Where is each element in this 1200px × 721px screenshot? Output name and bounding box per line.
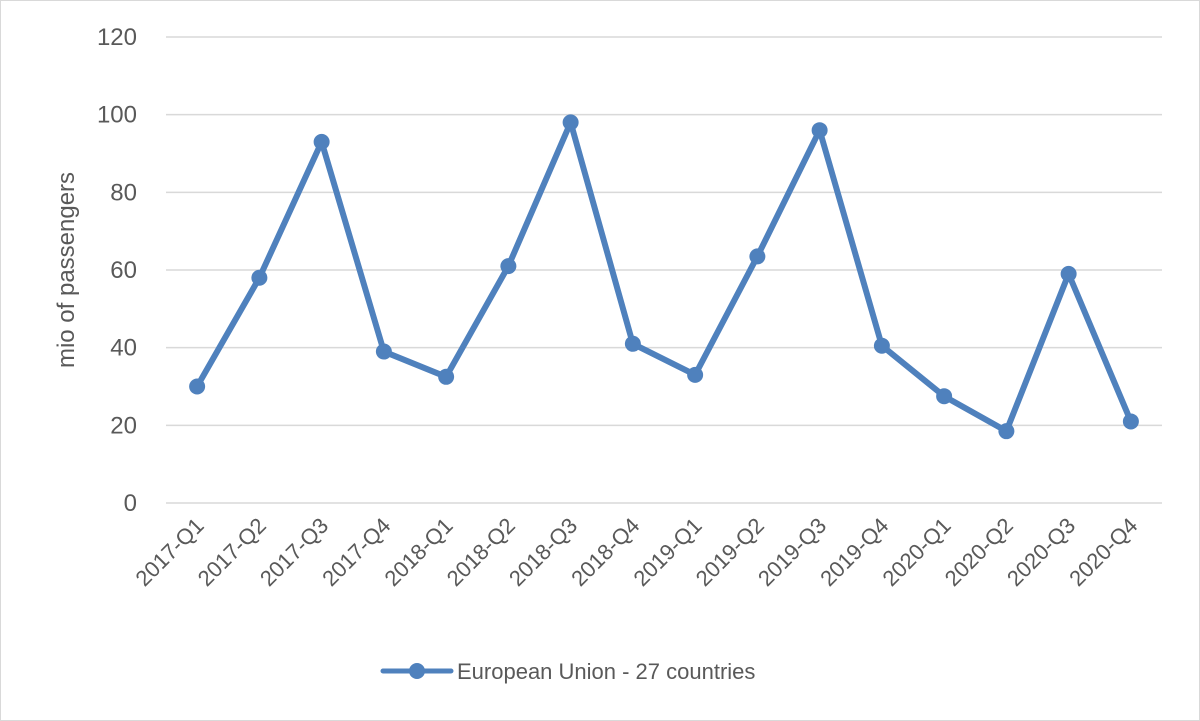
x-tick-label: 2019-Q3 bbox=[753, 513, 831, 591]
y-axis-title: mio of passengers bbox=[53, 172, 80, 368]
data-point bbox=[1122, 413, 1139, 430]
x-tick-label: 2018-Q4 bbox=[566, 513, 644, 591]
data-point bbox=[873, 337, 890, 354]
y-tick-label: 100 bbox=[97, 102, 137, 129]
x-tick-label: 2018-Q2 bbox=[442, 513, 520, 591]
x-tick-label: 2019-Q2 bbox=[691, 513, 769, 591]
legend-label: European Union - 27 countries bbox=[457, 659, 755, 684]
data-point bbox=[562, 114, 579, 131]
y-tick-label: 80 bbox=[110, 179, 137, 206]
y-tick-label: 20 bbox=[110, 412, 137, 439]
data-point bbox=[998, 423, 1015, 440]
data-point bbox=[375, 343, 392, 360]
y-tick-label: 60 bbox=[110, 257, 137, 284]
data-point bbox=[624, 335, 641, 352]
series-layer bbox=[189, 114, 1139, 440]
x-tick-label: 2018-Q1 bbox=[379, 513, 457, 591]
data-point bbox=[251, 269, 268, 286]
x-tick-label: 2017-Q3 bbox=[255, 513, 333, 591]
data-point bbox=[438, 368, 455, 385]
x-tick-label: 2019-Q4 bbox=[815, 513, 893, 591]
legend-marker bbox=[409, 663, 425, 679]
y-tick-label: 0 bbox=[124, 490, 137, 517]
x-tick-label: 2017-Q4 bbox=[317, 513, 395, 591]
x-tick-label: 2017-Q1 bbox=[130, 513, 208, 591]
x-tick-label: 2020-Q2 bbox=[940, 513, 1018, 591]
data-point bbox=[313, 133, 330, 150]
x-tick-label: 2020-Q4 bbox=[1064, 513, 1142, 591]
data-point bbox=[749, 248, 766, 265]
series-line bbox=[194, 119, 1134, 435]
x-tick-label: 2018-Q3 bbox=[504, 513, 582, 591]
x-tick-label: 2020-Q3 bbox=[1002, 513, 1080, 591]
data-point bbox=[811, 122, 828, 139]
data-point bbox=[500, 258, 517, 275]
y-tick-label: 120 bbox=[97, 24, 137, 51]
data-point bbox=[189, 378, 206, 395]
y-axis-ticks: 0 20 40 60 80 100 120 bbox=[97, 24, 137, 517]
data-point bbox=[687, 366, 704, 383]
x-tick-label: 2017-Q2 bbox=[193, 513, 271, 591]
y-tick-label: 40 bbox=[110, 335, 137, 362]
x-axis-ticks: 2017-Q12017-Q22017-Q32017-Q42018-Q12018-… bbox=[130, 513, 1142, 591]
legend: European Union - 27 countries bbox=[380, 659, 755, 684]
x-tick-label: 2020-Q1 bbox=[877, 513, 955, 591]
x-tick-label: 2019-Q1 bbox=[628, 513, 706, 591]
data-point bbox=[936, 388, 953, 405]
data-point bbox=[1060, 265, 1077, 282]
